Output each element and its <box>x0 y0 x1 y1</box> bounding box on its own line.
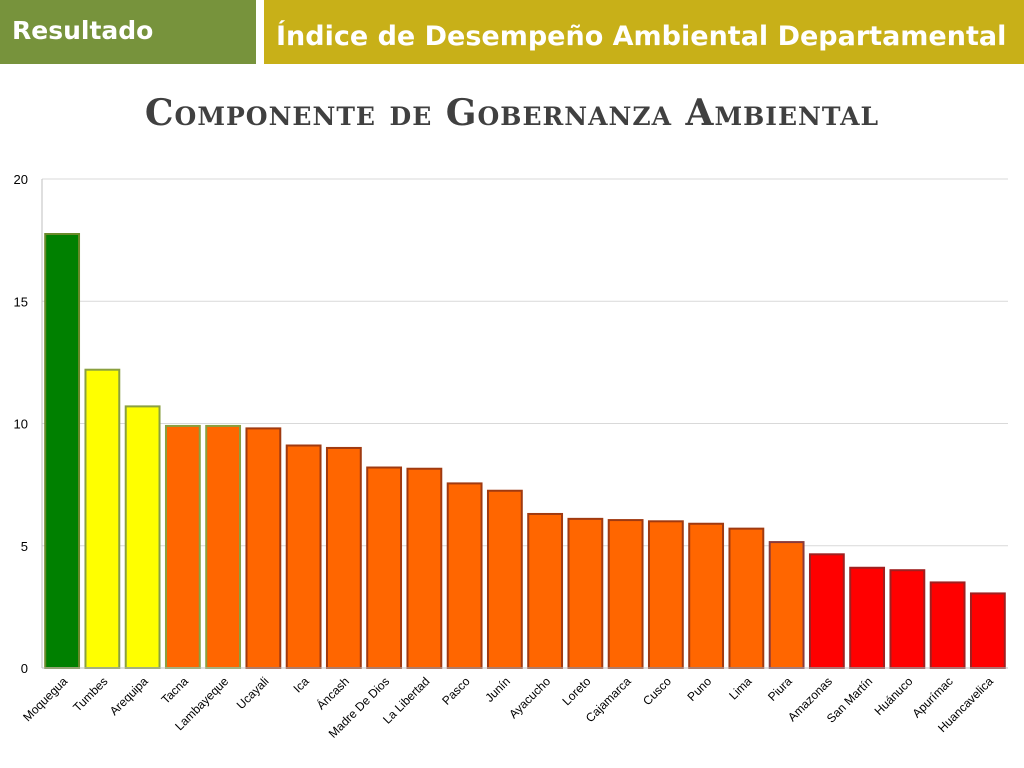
bar <box>567 517 604 669</box>
bar <box>728 527 765 670</box>
x-tick-label: Loreto <box>560 674 594 708</box>
bar <box>849 566 886 670</box>
y-tick-label: 0 <box>21 661 28 676</box>
x-tick-label: Piura <box>765 674 795 704</box>
y-tick-label: 10 <box>14 417 28 432</box>
x-tick-label: Ayacucho <box>506 674 553 721</box>
bar <box>527 512 564 670</box>
x-tick-label: Moquegua <box>20 674 70 724</box>
x-tick-label: Tumbes <box>70 674 110 714</box>
x-tick-label: Tacna <box>158 674 191 707</box>
bar <box>124 405 161 669</box>
y-tick-label: 15 <box>14 294 28 309</box>
bar <box>808 553 845 669</box>
section-label-box: Resultado <box>0 0 256 64</box>
bar <box>929 581 966 669</box>
bar <box>325 446 362 670</box>
bar <box>647 520 684 669</box>
x-tick-label: Áncash <box>313 674 352 713</box>
x-tick-label: Cusco <box>640 674 674 708</box>
x-tick-label: Lima <box>726 674 755 703</box>
x-tick-label: Junín <box>482 674 513 705</box>
page-title: Índice de Desempeño Ambiental Departamen… <box>276 21 1007 52</box>
section-label: Resultado <box>12 16 154 45</box>
bar <box>486 489 523 669</box>
x-tick-label: Ica <box>291 674 312 695</box>
bar <box>969 592 1006 669</box>
bar <box>446 482 483 669</box>
x-tick-label: Ucayali <box>234 674 272 712</box>
bar <box>889 569 926 670</box>
bar <box>164 424 201 669</box>
bar <box>406 467 443 670</box>
chart-title: Componente de Gobernanza Ambiental <box>144 92 880 134</box>
y-tick-label: 5 <box>21 539 28 554</box>
x-tick-label: Pasco <box>439 674 473 708</box>
bar <box>84 368 121 669</box>
bar <box>285 444 322 669</box>
x-tick-label: Arequipa <box>107 674 151 718</box>
bar <box>688 522 725 669</box>
bar <box>366 466 403 670</box>
bar <box>205 424 242 669</box>
page-title-box: Índice de Desempeño Ambiental Departamen… <box>264 0 1024 64</box>
bar <box>768 541 805 670</box>
bar <box>607 519 644 670</box>
bar <box>44 233 81 669</box>
bar <box>245 427 282 670</box>
y-tick-label: 20 <box>14 172 28 187</box>
x-tick-label: Puno <box>685 674 715 704</box>
